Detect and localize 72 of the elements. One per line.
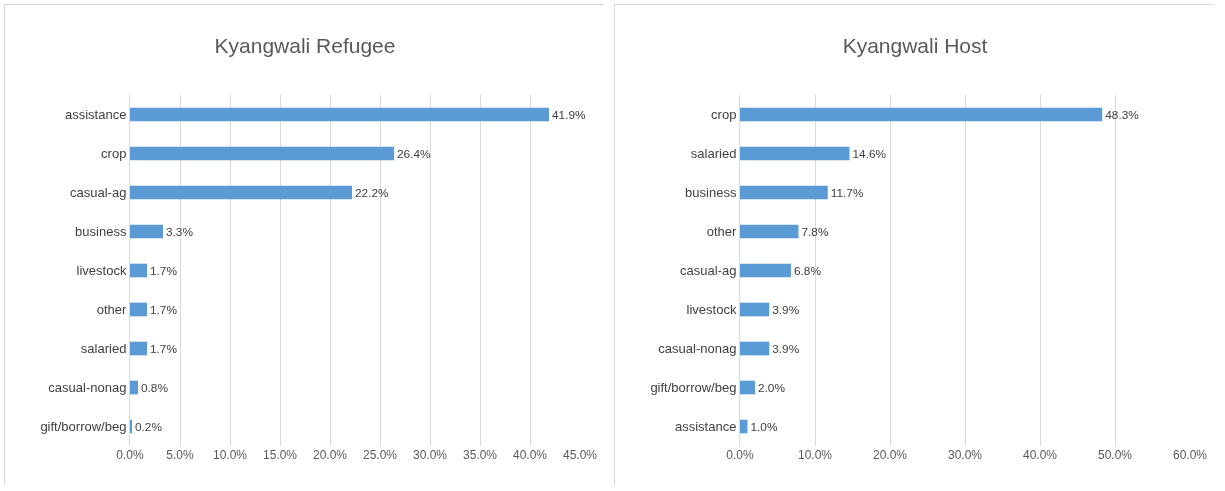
y-tick-label: casual-ag	[70, 185, 127, 201]
bar	[130, 185, 352, 200]
y-tick-label: crop	[101, 146, 127, 162]
data-label: 14.6%	[852, 146, 887, 161]
y-tick-label: gift/borrow/beg	[650, 380, 737, 396]
data-label: 1.0%	[750, 419, 778, 434]
y-tick-label: other	[96, 302, 128, 318]
data-label: 41.9%	[552, 107, 587, 122]
bar	[130, 380, 138, 395]
chart-title: Kyangwali Refugee	[214, 34, 396, 58]
bar	[740, 107, 1103, 122]
y-tick-label: livestock	[686, 302, 737, 318]
y-tick-label: livestock	[76, 263, 127, 279]
data-label: 6.8%	[794, 263, 822, 278]
data-label: 1.7%	[150, 341, 178, 356]
y-tick-label: crop	[711, 107, 737, 123]
x-tick-label: 40.0%	[1022, 448, 1058, 462]
bar	[740, 302, 770, 317]
y-tick-label: other	[706, 224, 738, 240]
data-label: 1.7%	[150, 263, 178, 278]
data-label: 26.4%	[397, 146, 432, 161]
bar	[130, 146, 394, 161]
data-label: 2.0%	[758, 380, 786, 395]
bar	[740, 341, 770, 356]
data-label: 48.3%	[1105, 107, 1140, 122]
data-label: 22.2%	[355, 185, 390, 200]
x-tick-label: 60.0%	[1172, 448, 1208, 462]
bar	[130, 302, 147, 317]
bar	[740, 419, 748, 434]
y-tick-label: assistance	[674, 419, 737, 435]
x-tick-label: 50.0%	[1097, 448, 1133, 462]
bar	[130, 263, 147, 278]
y-tick-label: assistance	[64, 107, 127, 123]
y-tick-label: salaried	[80, 341, 127, 357]
y-tick-label: casual-nonag	[48, 380, 127, 396]
data-label: 0.2%	[135, 419, 163, 434]
x-tick-label: 15.0%	[262, 448, 298, 462]
y-tick-label: casual-ag	[680, 263, 737, 279]
bar	[130, 107, 549, 122]
x-tick-label: 30.0%	[412, 448, 448, 462]
bar	[130, 224, 163, 239]
data-label: 7.8%	[801, 224, 829, 239]
bar	[740, 263, 791, 278]
y-tick-label: business	[685, 185, 737, 201]
y-tick-label: business	[75, 224, 127, 240]
x-tick-label: 35.0%	[462, 448, 498, 462]
x-tick-label: 5.0%	[166, 448, 194, 462]
data-label: 3.3%	[166, 224, 194, 239]
x-tick-label: 25.0%	[362, 448, 398, 462]
data-label: 1.7%	[150, 302, 178, 317]
y-tick-label: salaried	[690, 146, 737, 162]
y-tick-label: casual-nonag	[658, 341, 737, 357]
x-tick-label: 45.0%	[562, 448, 598, 462]
x-tick-label: 10.0%	[797, 448, 833, 462]
y-tick-label: gift/borrow/beg	[40, 419, 127, 435]
data-label: 11.7%	[830, 185, 864, 200]
x-tick-label: 10.0%	[212, 448, 248, 462]
bar	[740, 224, 799, 239]
bar	[740, 185, 828, 200]
data-label: 3.9%	[772, 341, 800, 356]
bar	[130, 341, 147, 356]
chart-title: Kyangwali Host	[842, 34, 988, 58]
x-tick-label: 20.0%	[872, 448, 908, 462]
x-tick-label: 40.0%	[512, 448, 548, 462]
data-label: 3.9%	[772, 302, 800, 317]
x-tick-label: 0.0%	[726, 448, 754, 462]
x-tick-label: 20.0%	[312, 448, 348, 462]
x-tick-label: 0.0%	[116, 448, 144, 462]
data-label: 0.8%	[141, 380, 169, 395]
x-tick-label: 30.0%	[947, 448, 983, 462]
bar	[740, 380, 755, 395]
bar	[740, 146, 850, 161]
